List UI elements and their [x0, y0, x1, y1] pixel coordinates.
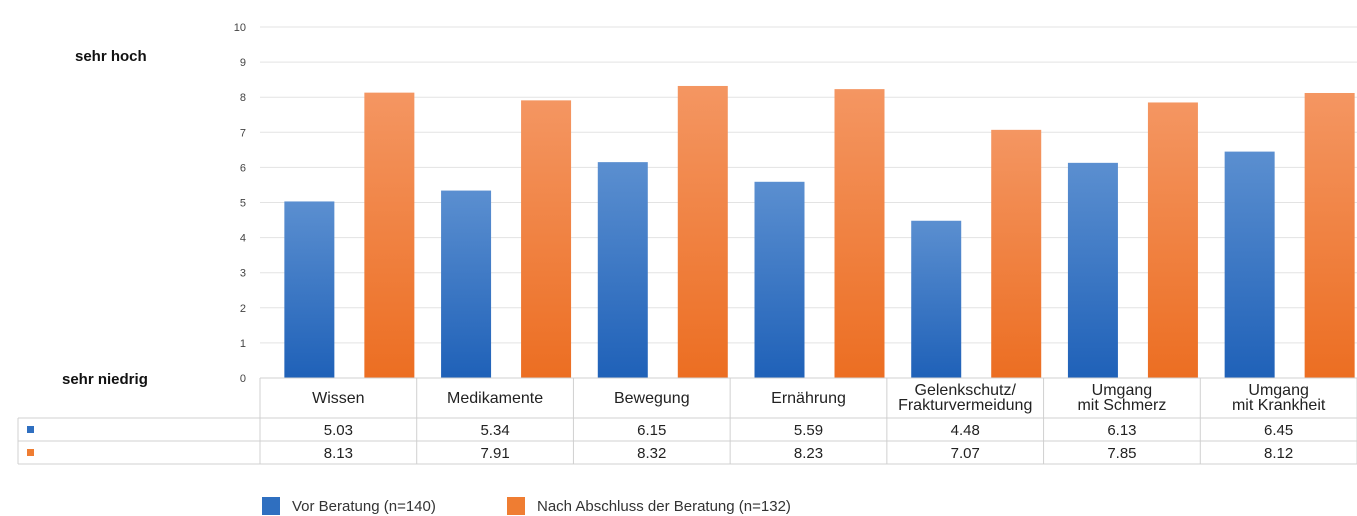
y-tick-label: 3 [240, 268, 246, 280]
y-tick-label: 6 [240, 162, 246, 174]
legend-label: Nach Abschluss der Beratung (n=132) [537, 498, 791, 515]
label-sehr-niedrig: sehr niedrig [62, 371, 148, 388]
bar-after [1304, 92, 1355, 378]
table-value: 8.12 [1264, 445, 1293, 462]
y-tick-label: 9 [240, 57, 246, 69]
table-value: 5.34 [480, 422, 509, 439]
y-tick-label: 10 [234, 22, 246, 34]
label-sehr-hoch: sehr hoch [75, 48, 147, 65]
table-value: 7.07 [951, 445, 980, 462]
bar-after [364, 92, 415, 379]
category-label: Medikamente [447, 390, 543, 407]
category-label: Umgang [1092, 382, 1152, 399]
table-value: 4.48 [951, 422, 980, 439]
legend-key-before [27, 426, 34, 433]
bar-before [1224, 151, 1275, 378]
table-value: 7.91 [480, 445, 509, 462]
bar-before [441, 190, 492, 378]
bar-before [1067, 162, 1118, 378]
bar-after [521, 100, 572, 378]
category-label: Bewegung [614, 390, 690, 407]
table-value: 6.45 [1264, 422, 1293, 439]
table-value: 8.13 [324, 445, 353, 462]
table-value: 5.03 [324, 422, 353, 439]
bar-before [284, 201, 335, 378]
y-tick-label: 8 [240, 92, 246, 104]
bars [284, 85, 1355, 379]
legend-swatch-before [262, 497, 280, 515]
category-label: mit Krankheit [1232, 397, 1326, 414]
category-label: Ernährung [771, 390, 846, 407]
bar-before [754, 181, 805, 378]
table-value: 8.23 [794, 445, 823, 462]
category-label: Gelenkschutz/ [915, 382, 1017, 399]
bar-after [834, 89, 885, 378]
table-value: 5.59 [794, 422, 823, 439]
category-label: mit Schmerz [1077, 397, 1166, 414]
bar-before [911, 220, 962, 378]
bar-after [1147, 102, 1198, 378]
category-label: Wissen [312, 390, 364, 407]
bar-before [597, 162, 648, 378]
y-tick-label: 5 [240, 198, 246, 210]
y-tick-label: 1 [240, 338, 246, 350]
table-value: 6.13 [1107, 422, 1136, 439]
category-label: Frakturvermeidung [898, 397, 1032, 414]
y-tick-label: 2 [240, 303, 246, 315]
category-label: Umgang [1248, 382, 1308, 399]
y-tick-label: 4 [240, 233, 246, 245]
table-value: 7.85 [1107, 445, 1136, 462]
table-value: 8.32 [637, 445, 666, 462]
table-value: 6.15 [637, 422, 666, 439]
bar-after [991, 129, 1042, 378]
legend: Vor Beratung (n=140) Nach Abschluss der B… [262, 497, 791, 515]
y-axis-ticks: 0 1 2 3 4 5 6 7 8 9 10 [234, 22, 246, 385]
legend-swatch-after [507, 497, 525, 515]
y-tick-label: 0 [240, 373, 246, 385]
bar-after [677, 85, 728, 378]
y-tick-label: 7 [240, 127, 246, 139]
legend-key-after [27, 449, 34, 456]
legend-label: Vor Beratung (n=140) [292, 498, 436, 515]
data-table: Wissen Medikamente Bewegung Ernährung Gelenk… [17, 377, 1357, 465]
